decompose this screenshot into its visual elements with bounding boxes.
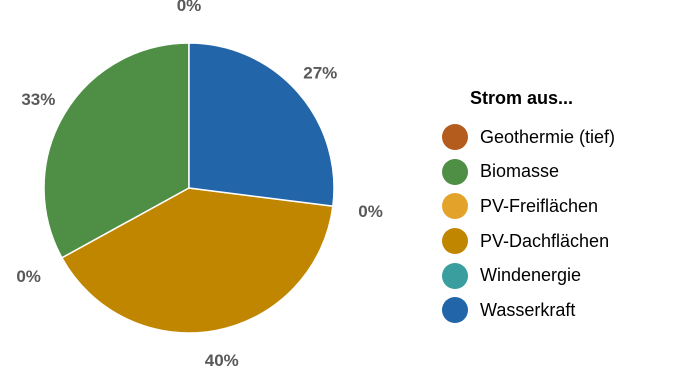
legend-label: Geothermie (tief) (480, 126, 616, 147)
legend-item-pv-freifl-chen: PV-Freiflächen (442, 189, 615, 224)
legend-label: Biomasse (480, 161, 560, 182)
pie-slice-biomasse (43, 42, 190, 259)
legend-label: Wasserkraft (480, 299, 576, 320)
legend-swatch (442, 124, 468, 151)
legend-item-windenergie: Windenergie (442, 258, 615, 293)
legend-swatch (442, 158, 468, 185)
legend-label: PV-Dachflächen (480, 230, 610, 251)
legend-swatch (442, 297, 468, 324)
legend-item-pv-dachfl-chen: PV-Dachflächen (442, 224, 615, 259)
data-label-pv-freifl-chen: 0% (16, 267, 41, 286)
legend-title: Strom aus... (470, 88, 574, 108)
legend-items: Geothermie (tief) Biomasse PV-Freiflächen P… (442, 120, 615, 328)
pie-slice-wasserkraft (188, 42, 335, 208)
pie-slice-pv-dachfl-chen (60, 187, 334, 334)
data-label-windenergie: 0% (358, 202, 383, 221)
legend-label: PV-Freiflächen (480, 195, 599, 216)
data-label-pv-dachfl-chen: 40% (205, 351, 239, 367)
legend-item-geothermie-tief: Geothermie (tief) (442, 120, 615, 155)
legend-swatch (442, 228, 468, 255)
pie-slices (43, 42, 335, 334)
legend-swatch (442, 193, 468, 220)
legend-label: Windenergie (480, 265, 582, 286)
legend-swatch (442, 262, 468, 289)
data-label-geothermie-tief: 0% (177, 0, 202, 15)
data-label-wasserkraft: 27% (303, 63, 337, 82)
data-label-biomasse: 33% (21, 90, 55, 109)
pie-labels: 0% 33% 0% 40% 0% 27% (16, 0, 382, 367)
legend-item-biomasse: Biomasse (442, 155, 615, 190)
legend-item-wasserkraft: Wasserkraft (442, 293, 615, 328)
legend: Strom aus... Geothermie (tief) Biomasse PV… (442, 88, 615, 328)
